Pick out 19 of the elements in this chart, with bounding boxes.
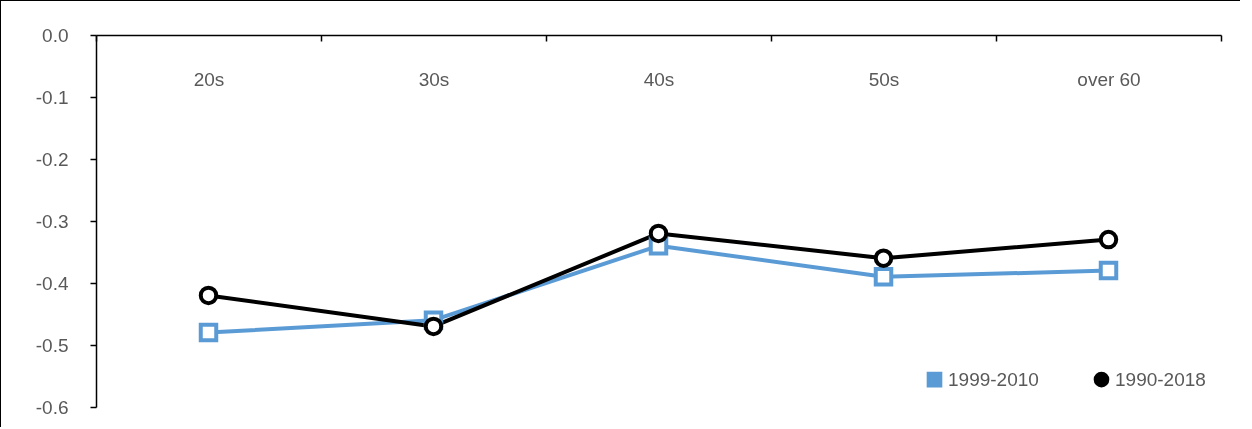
- point: [648, 223, 669, 244]
- legend-label: 1990-2018: [1115, 368, 1206, 390]
- legend-label: 1999-2010: [948, 368, 1039, 390]
- y-tick-label: -0.6: [35, 396, 69, 418]
- y-tick-label: -0.5: [35, 334, 69, 356]
- x-tick-label: 20s: [193, 68, 225, 90]
- point: [198, 285, 219, 306]
- y-tick-label: -0.2: [35, 148, 69, 170]
- x-tick-label: 40s: [643, 68, 675, 90]
- point: [873, 248, 894, 268]
- x-tick-label: 30s: [418, 68, 450, 90]
- y-tick-label: -0.3: [35, 210, 69, 232]
- y-tick-label: 0.0: [42, 24, 69, 46]
- x-tick-label: over 60: [1077, 68, 1141, 90]
- point: [1098, 229, 1119, 250]
- y-tick-label: -0.1: [35, 86, 69, 108]
- y-tick-label: -0.4: [35, 272, 69, 294]
- point: [423, 316, 444, 337]
- x-tick-label: 50s: [868, 68, 900, 90]
